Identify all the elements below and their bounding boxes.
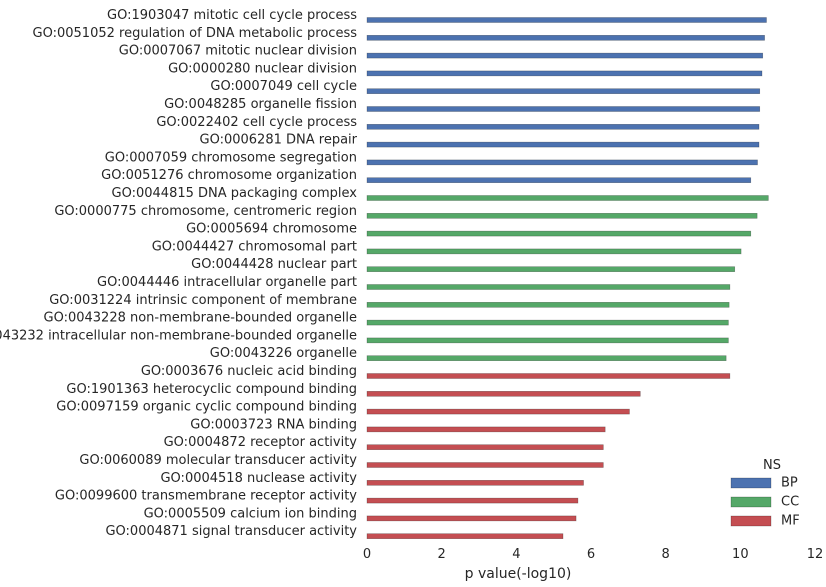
bar-cc (366, 301, 730, 308)
bar-mf (366, 533, 564, 540)
category-label: GO:0044428 nuclear part (191, 257, 357, 272)
category-label: GO:0044446 intracellular organelle part (97, 275, 357, 290)
x-axis-label: p value(-log10) (465, 566, 572, 582)
bar-mf (366, 408, 630, 415)
category-label: GO:0044815 DNA packaging complex (112, 186, 358, 201)
category-label: GO:0000775 chromosome, centromeric regio… (54, 204, 357, 219)
bar-cc (366, 355, 727, 362)
category-label: GO:0022402 cell cycle process (156, 115, 357, 130)
bar-cc (366, 195, 769, 201)
legend-label: CC (781, 495, 799, 510)
bar-cc (366, 213, 758, 219)
x-tick-label: 2 (438, 547, 446, 562)
bar-bp (366, 159, 758, 166)
bar-bp (366, 106, 761, 112)
category-label: GO:0043226 organelle (210, 346, 357, 361)
bar-cc (366, 248, 742, 255)
bar-cc (366, 319, 729, 326)
bar-bp (366, 52, 764, 59)
legend-swatch-cc (730, 496, 772, 508)
x-tick-label: 8 (662, 547, 670, 562)
bar-mf (366, 515, 577, 522)
bar-cc (366, 337, 729, 344)
bar-cc (366, 266, 736, 273)
legend-swatch-bp (730, 477, 772, 489)
legend-label: BP (781, 476, 798, 491)
x-tick-label: 0 (363, 547, 371, 562)
bars-layer (366, 17, 769, 540)
category-label: GO:0004518 nuclease activity (160, 471, 357, 486)
category-label: GO:0060089 molecular transducer activity (79, 453, 357, 468)
category-label: GO:0007059 chromosome segregation (105, 150, 357, 165)
category-label: GO:0044427 chromosomal part (152, 239, 357, 254)
legend-swatch-mf (730, 515, 772, 527)
bar-bp (366, 124, 760, 130)
legend: NS BP CC MF (730, 458, 800, 529)
x-tick-label: 6 (587, 547, 595, 562)
legend-title: NS (763, 458, 781, 473)
category-label: GO:0051052 regulation of DNA metabolic p… (33, 26, 358, 41)
category-label: GO:0005694 chromosome (186, 222, 357, 237)
bar-bp (366, 17, 767, 23)
bar-bp (366, 34, 765, 41)
category-label: GO:0003676 nucleic acid binding (141, 364, 357, 379)
bar-mf (366, 462, 604, 468)
category-labels-layer: GO:1903047 mitotic cell cycle process GO:… (0, 8, 358, 539)
x-tick-label: 10 (732, 547, 749, 562)
category-label: GO:0051276 chromosome organization (101, 168, 357, 183)
category-label: GO:0097159 organic cyclic compound bindi… (56, 400, 357, 415)
bar-bp (366, 141, 760, 148)
legend-items: BP CC MF (730, 476, 800, 529)
bar-mf (366, 497, 579, 504)
bar-bp (366, 177, 752, 183)
bar-bp (366, 70, 763, 77)
category-label: GO:0048285 organelle fission (164, 97, 357, 112)
category-label: GO:0004872 receptor activity (164, 435, 358, 450)
category-label: GO:0000280 nuclear division (168, 61, 357, 76)
category-label: GO:0005509 calcium ion binding (144, 506, 357, 521)
category-label: GO:0099600 transmembrane receptor activi… (55, 489, 357, 504)
category-label: GO:0003723 RNA binding (190, 417, 357, 432)
category-label: GO:0006281 DNA repair (200, 133, 358, 148)
category-label: GO:0004871 signal transducer activity (105, 524, 357, 539)
bar-cc (366, 230, 752, 237)
bar-mf (366, 444, 604, 451)
category-label: GO:0007067 mitotic nuclear division (119, 44, 357, 59)
legend-label: MF (781, 514, 800, 529)
bar-mf (366, 373, 731, 379)
bar-mf (366, 479, 584, 486)
bar-mf (366, 426, 606, 433)
x-tick-label: 12 (807, 547, 824, 562)
category-label: GO:1903047 mitotic cell cycle process (107, 8, 357, 23)
category-label: GO:0043232 intracellular non-membrane-bo… (0, 328, 357, 343)
category-label: GO:0031224 intrinsic component of membra… (49, 293, 357, 308)
category-label: GO:0043228 non-membrane-bounded organell… (44, 311, 358, 326)
category-label: GO:1901363 heterocyclic compound binding (66, 382, 357, 397)
category-label: GO:0007049 cell cycle (210, 79, 357, 94)
bar-bp (366, 88, 761, 94)
x-tick-label: 4 (512, 547, 520, 562)
bar-cc (366, 284, 731, 290)
x-tick-labels-layer: 0 2 4 6 8 10 12 (363, 547, 823, 562)
bar-mf (366, 390, 641, 397)
